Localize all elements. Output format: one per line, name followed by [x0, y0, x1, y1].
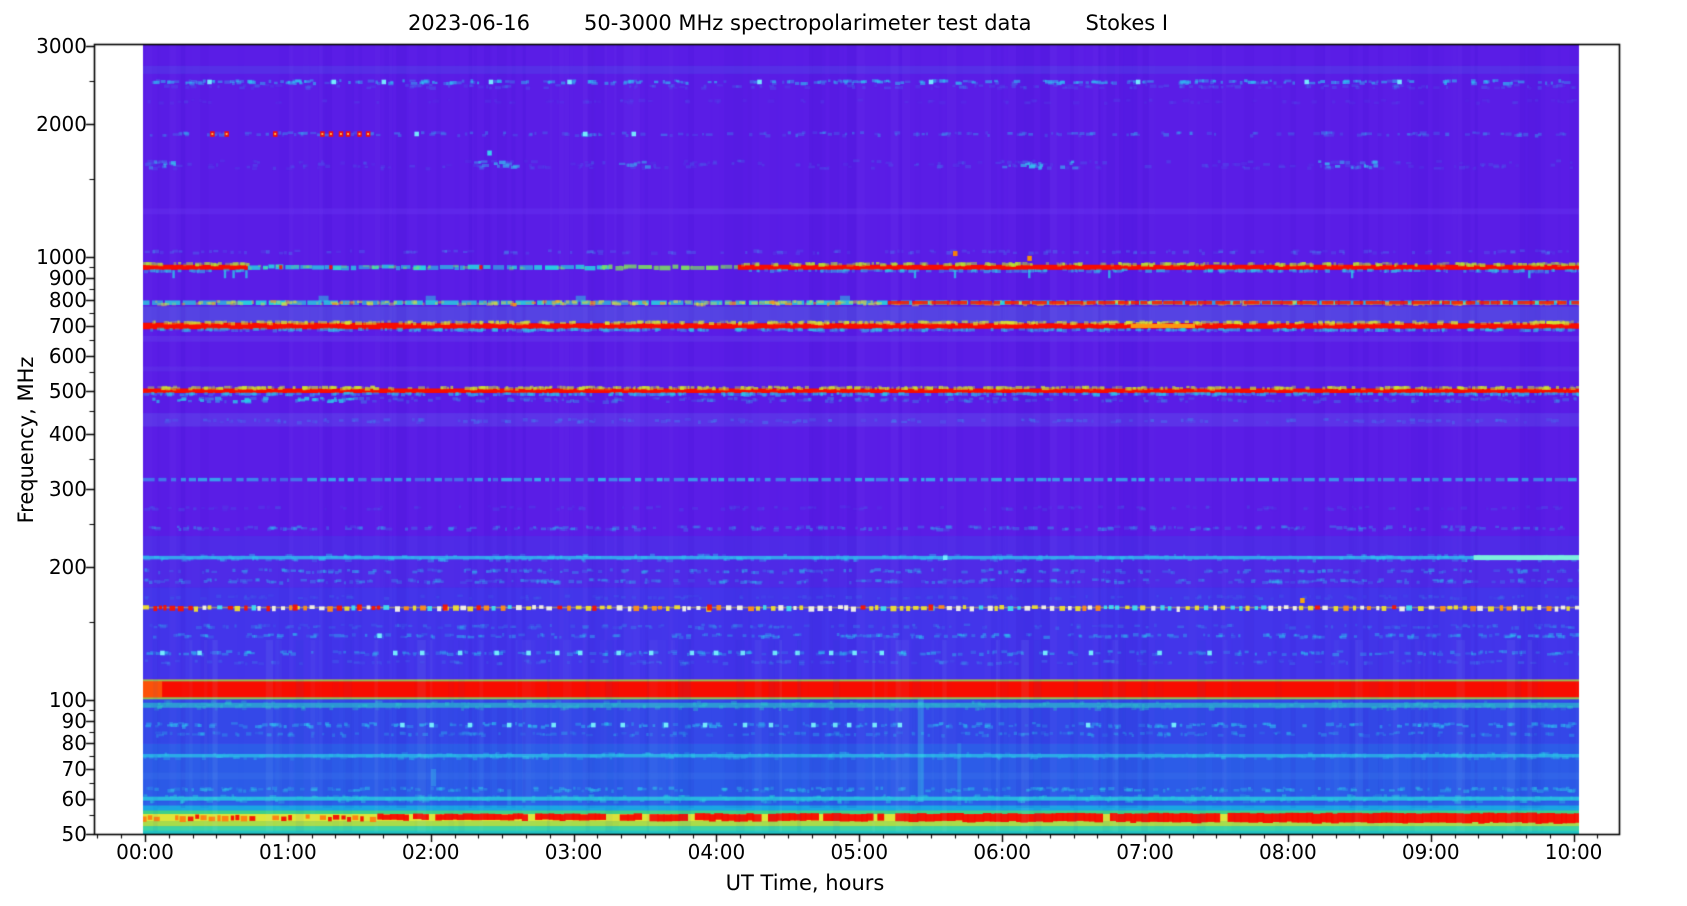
- y-tick-label: 500: [48, 378, 87, 403]
- x-tick-label: 02:00: [401, 840, 460, 864]
- x-tick-label: 06:00: [973, 840, 1031, 864]
- y-tick-label: 200: [48, 555, 87, 579]
- y-tick-label: 50: [61, 821, 87, 846]
- y-tick-label: 400: [48, 421, 87, 446]
- y-tick-label: 700: [48, 313, 87, 338]
- x-tick-label: 04:00: [687, 840, 746, 864]
- x-tick-label: 09:00: [1401, 840, 1460, 864]
- x-axis-label: UT Time, hours: [725, 871, 885, 895]
- x-tick-label: 05:00: [830, 840, 889, 864]
- y-tick-label: 1000: [36, 245, 87, 270]
- y-tick-label: 2000: [36, 112, 87, 136]
- y-tick-label: 300: [48, 477, 87, 501]
- x-tick-label: 10:00: [1544, 840, 1603, 864]
- figure-title: 2023-06-16 50-3000 MHz spectropolarimete…: [408, 11, 1168, 35]
- y-tick-label: 3000: [36, 34, 87, 58]
- y-tick-label: 80: [61, 731, 87, 756]
- x-tick-label: 00:00: [116, 840, 174, 864]
- title-stokes: Stokes I: [1085, 11, 1169, 35]
- y-tick-label: 60: [61, 786, 87, 811]
- y-tick-label: 90: [61, 708, 87, 733]
- x-tick-label: 03:00: [544, 840, 603, 864]
- y-tick-label: 900: [48, 265, 87, 290]
- title-main: 50-3000 MHz spectropolarimeter test data: [583, 11, 1032, 35]
- y-tick-label: 600: [48, 343, 87, 368]
- x-tick-label: 07:00: [1116, 840, 1174, 864]
- title-date: 2023-06-16: [407, 11, 530, 35]
- x-tick-label: 08:00: [1259, 840, 1317, 864]
- x-tick-label: 01:00: [259, 840, 317, 864]
- y-tick-label: 70: [61, 756, 87, 781]
- y-tick-label: 800: [48, 288, 87, 313]
- y-tick-label: 100: [48, 688, 87, 713]
